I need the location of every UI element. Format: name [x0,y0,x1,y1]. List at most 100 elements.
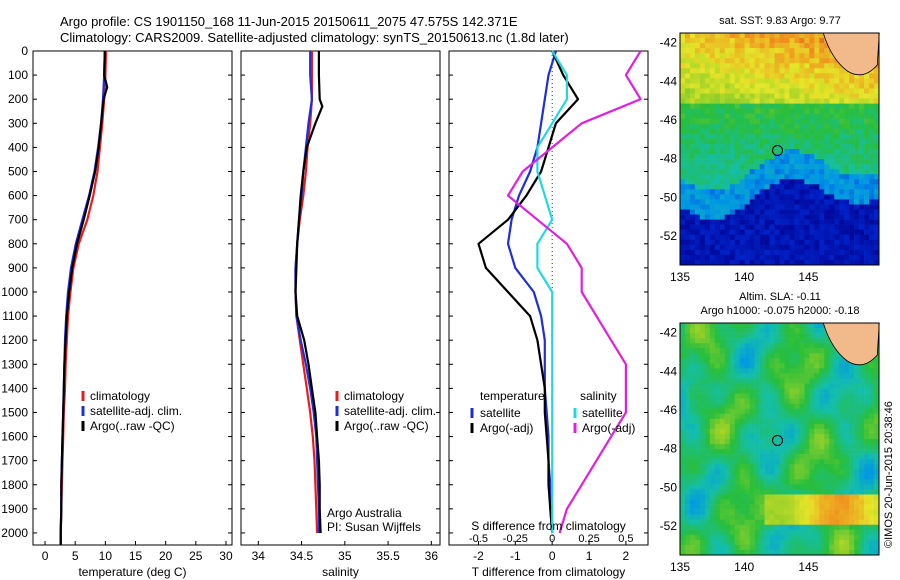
map-y-tick-label: -42 [660,326,678,340]
legend-title: salinity [580,389,617,403]
map-frame [679,32,880,266]
depth-tick-label: 800 [8,237,28,251]
x-tick-label: 2 [623,549,630,563]
map-x-tick-label: 135 [670,560,690,574]
top-tick-label: -0.5 [469,533,488,545]
x-tick-label: 25 [189,549,203,563]
series-line [294,51,324,534]
x-tick-label: 10 [99,549,113,563]
x-tick-label: -1 [510,549,521,563]
legend-label: satellite-adj. clim. [344,404,436,418]
depth-tick-label: 1300 [1,357,28,371]
legend-label: satellite [480,406,521,420]
map-x-tick-label: 145 [798,270,818,284]
depth-tick-label: 100 [8,68,28,82]
x-tick-label: 34.5 [290,549,314,563]
depth-tick-label: 1100 [2,309,28,323]
x-tick-label: 30 [219,549,233,563]
depth-tick-label: 300 [8,116,28,130]
legend-title: temperature [480,389,545,403]
depth-tick-label: 1200 [1,333,28,347]
top-tick-label: -0.25 [503,533,528,545]
x-tick-label: 15 [129,549,143,563]
map-x-tick-label: 140 [734,560,754,574]
top-tick-label: 0.5 [618,533,633,545]
map-y-tick-label: -50 [660,480,678,494]
depth-tick-label: 400 [8,140,28,154]
depth-tick-label: 1600 [1,430,28,444]
depth-tick-label: 1000 [1,285,28,299]
depth-tick-label: 500 [8,164,28,178]
map-x-tick-label: 135 [670,270,690,284]
panel-1 [32,50,233,546]
series-line [506,50,642,534]
depth-tick-label: 900 [8,261,28,275]
x-axis-label: temperature (deg C) [78,565,186,579]
depth-tick-label: 600 [8,189,28,203]
top-axis-label: S difference from climatology [471,519,626,533]
depth-tick-label: 1800 [1,478,28,492]
legend-label: climatology [90,389,150,403]
legend-label: Argo(-adj) [582,421,635,435]
map-y-tick-label: -48 [660,152,678,166]
map-y-tick-label: -52 [660,229,678,243]
x-axis-label: salinity [322,565,359,579]
top-tick-label: 0 [549,533,555,545]
legend-label: satellite-adj. clim. [90,404,182,418]
map-x-tick-label: 145 [798,560,818,574]
sla-map [679,322,880,556]
x-tick-label: 20 [159,549,173,563]
map-y-tick-label: -44 [660,364,678,378]
legend-label: Argo(..raw -QC) [344,419,429,433]
panel-2 [240,50,441,546]
sla-map-title-line1: Altim. SLA: -0.11 [739,291,821,303]
chart-title-line2: Climatology: CARS2009. Satellite-adjuste… [60,30,569,45]
depth-tick-label: 0 [21,44,28,58]
sst-map [679,32,880,266]
depth-tick-label: 1700 [1,454,28,468]
chart-title-line1: Argo profile: CS 1901150_168 11-Jun-2015… [60,14,518,29]
x-tick-label: -2 [473,549,484,563]
map-x-tick-label: 140 [734,270,754,284]
x-tick-label: 5 [72,549,79,563]
x-tick-label: 35.5 [376,549,400,563]
map-frame [679,322,880,556]
depth-tick-label: 1900 [1,502,28,516]
legend-label: satellite [582,406,623,420]
map-y-tick-label: -46 [660,403,678,417]
annotation-text: PI: Susan Wijffels [327,520,421,534]
depth-tick-label: 2000 [1,526,28,540]
x-tick-label: 1 [586,549,593,563]
imos-credit: ©IMOS 20-Jun-2015 20:38:46 [883,401,895,548]
sla-map-title-line2: Argo h1000: -0.075 h2000: -0.18 [700,305,860,317]
series-line [477,50,580,534]
annotation-text: Argo Australia [327,506,402,520]
legend-label: climatology [344,389,404,403]
land-tasmania [822,322,880,366]
float-position-marker [772,434,784,446]
map-y-tick-label: -42 [660,36,678,50]
panel-frame [32,50,233,546]
depth-tick-label: 200 [8,92,28,106]
depth-tick-label: 1400 [1,381,28,395]
depth-tick-label: 700 [8,213,28,227]
legend-label: Argo(..raw -QC) [90,419,175,433]
x-tick-label: 0 [549,549,556,563]
series-line [536,50,569,533]
depth-tick-label: 1500 [1,405,28,419]
map-y-tick-label: -44 [660,74,678,88]
x-tick-label: 35 [338,549,352,563]
land-tasmania [822,32,880,76]
x-tick-label: 34 [252,549,266,563]
x-tick-label: 36 [425,549,439,563]
map-y-tick-label: -50 [660,190,678,204]
legend-label: Argo(-adj) [480,421,533,435]
map-y-tick-label: -48 [660,442,678,456]
top-tick-label: 0.25 [578,533,599,545]
panel-frame [240,50,441,546]
series-line [59,50,109,545]
float-position-marker [772,144,784,156]
map-y-tick-label: -46 [660,113,678,127]
sst-map-title: sat. SST: 9.83 Argo: 9.77 [719,15,841,27]
